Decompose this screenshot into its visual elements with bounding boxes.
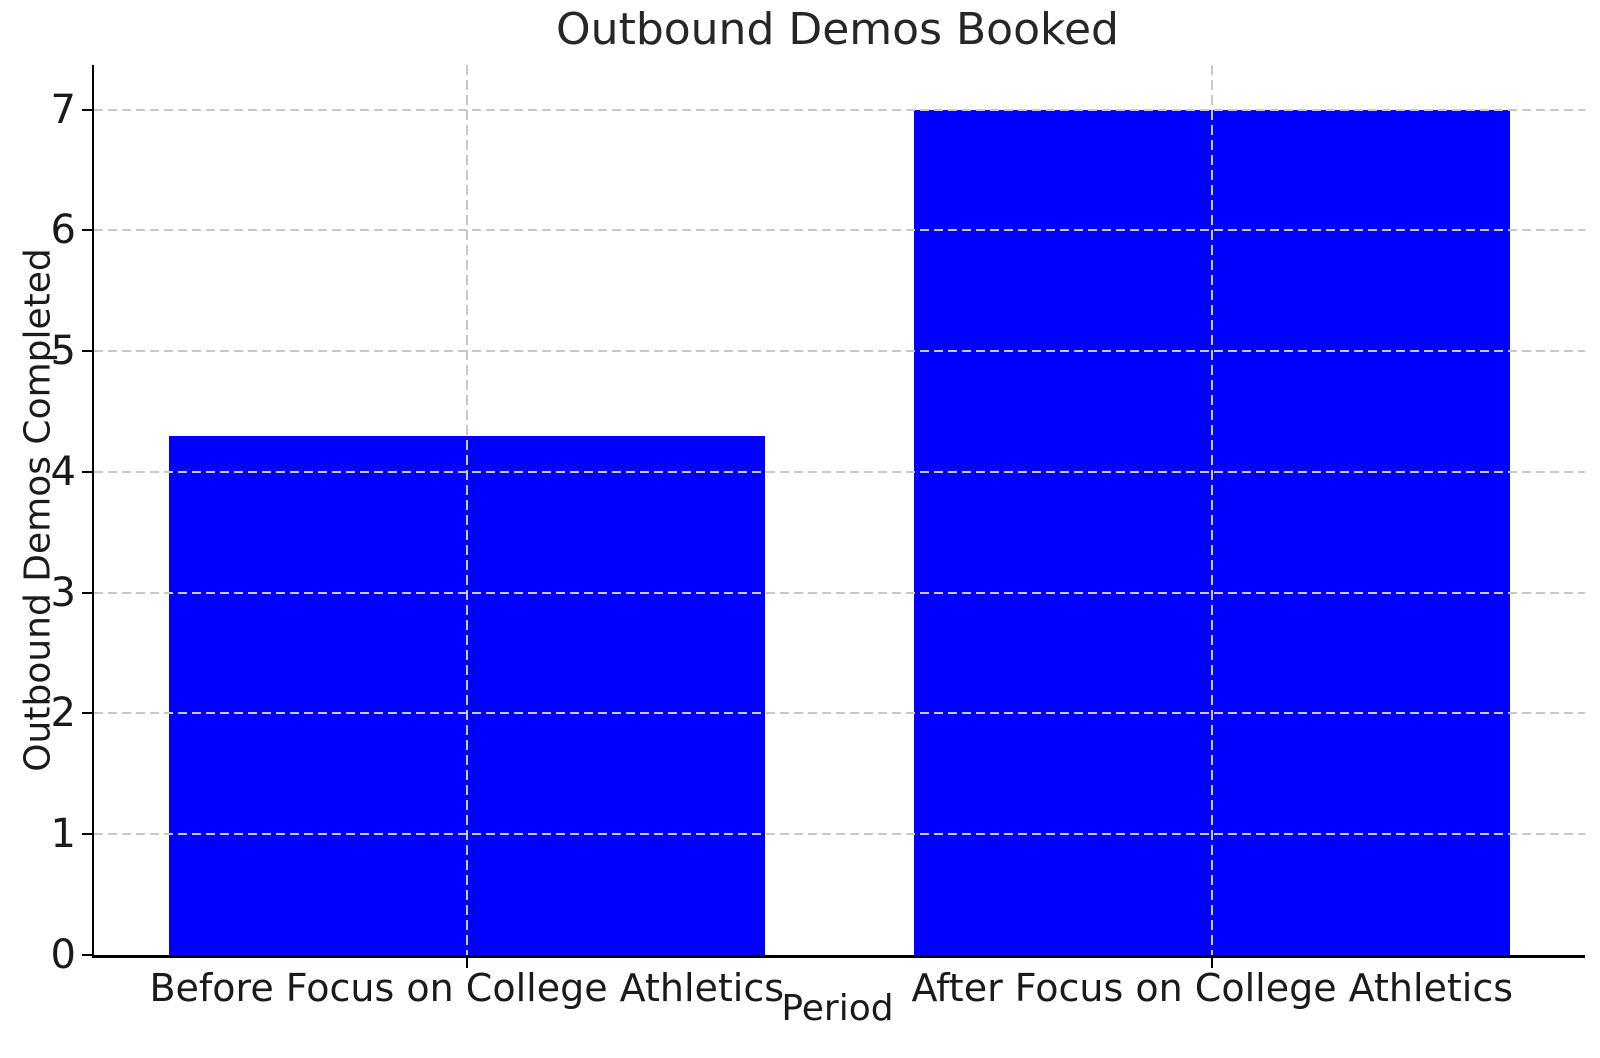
y-axis-tick-mark <box>82 591 92 594</box>
gridline-horizontal <box>94 591 1585 594</box>
y-axis-tick-mark <box>82 470 92 473</box>
y-axis-tick-mark <box>82 712 92 715</box>
x-axis-tick-label: After Focus on College Athletics <box>911 966 1514 1010</box>
gridline-vertical <box>1211 65 1214 955</box>
gridline-horizontal <box>94 470 1585 473</box>
gridline-vertical <box>465 65 468 955</box>
y-axis-tick-label: 0 <box>50 932 76 978</box>
y-axis-tick-label: 7 <box>50 86 76 133</box>
y-axis-tick-mark <box>82 229 92 232</box>
x-axis-tick-label: Before Focus on College Athletics <box>149 966 785 1010</box>
y-axis-tick-mark <box>82 833 92 836</box>
plot-area: 0 1 2 3 4 5 6 7 Before Focus on College Athletic… <box>51 65 1585 1007</box>
y-axis-tick-label: 6 <box>50 207 76 254</box>
gridline-horizontal <box>94 833 1585 836</box>
x-axis-tick-mark <box>1211 958 1214 968</box>
gridline-horizontal <box>94 350 1585 353</box>
y-axis-tick-label: 5 <box>50 328 76 375</box>
y-axis-tick-label: 3 <box>50 569 76 616</box>
y-axis-tick-label: 4 <box>50 448 76 495</box>
chart-title: Outbound Demos Booked <box>556 4 1119 55</box>
y-axis-tick-label: 2 <box>50 690 76 737</box>
y-axis-tick-mark <box>82 108 92 111</box>
gridline-horizontal <box>94 712 1585 715</box>
y-axis-tick-label: 1 <box>50 811 76 858</box>
y-axis-tick-mark <box>82 954 92 956</box>
x-axis-tick-mark <box>465 958 468 968</box>
x-axis-label: Period <box>781 988 894 1029</box>
y-axis-tick-mark <box>82 350 92 353</box>
gridline-horizontal <box>94 108 1585 111</box>
gridline-horizontal <box>94 229 1585 232</box>
